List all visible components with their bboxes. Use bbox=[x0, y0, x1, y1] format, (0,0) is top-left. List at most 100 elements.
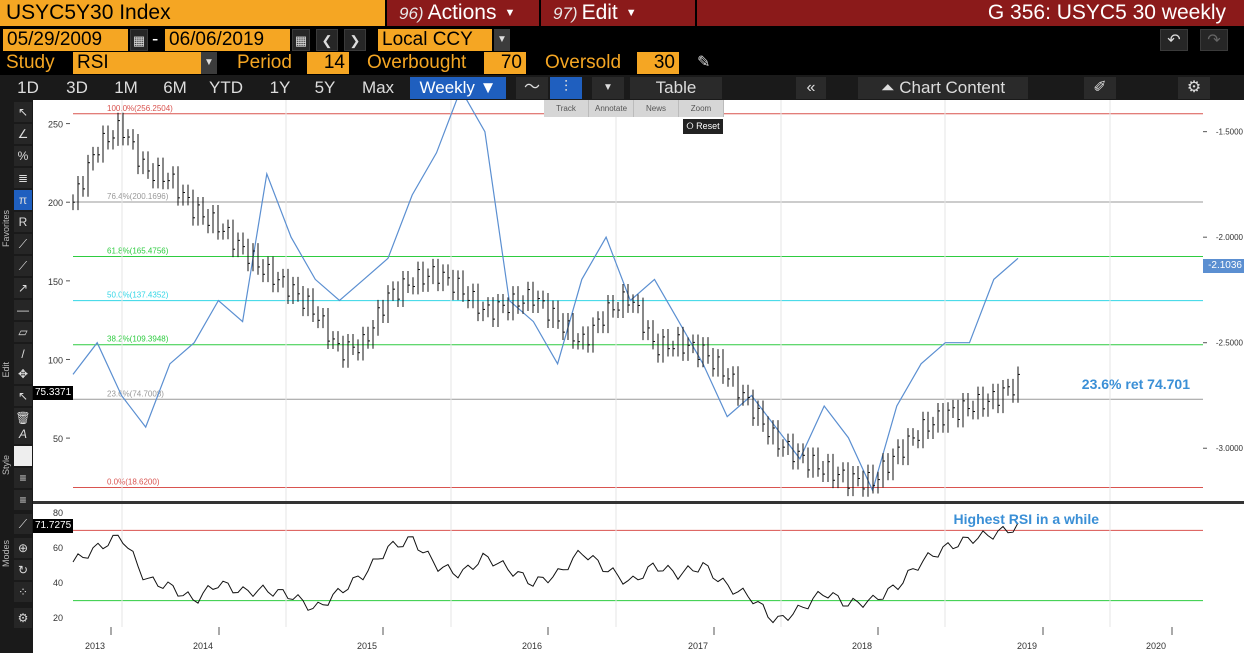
range-tab-1d[interactable]: 1D bbox=[17, 78, 39, 97]
start-date-field[interactable]: 05/29/2009 bbox=[3, 29, 128, 51]
y-left-tick: 150 bbox=[48, 277, 63, 287]
favorites-label: Favorites bbox=[1, 210, 11, 248]
edit-label: Edit bbox=[1, 362, 11, 378]
channel-tool-icon[interactable]: ▱ bbox=[14, 322, 32, 342]
edit-label: Edit bbox=[581, 1, 618, 24]
retracement-tool-icon[interactable]: π bbox=[14, 190, 32, 210]
rsi-right-axis bbox=[1203, 504, 1244, 627]
panel-separator[interactable] bbox=[33, 501, 1244, 504]
x-axis: 2013 2014 2015 2016 2017 2018 2019 2020 bbox=[33, 627, 1244, 653]
brush-icon[interactable]: / bbox=[14, 344, 32, 364]
move-icon[interactable]: ✥ bbox=[14, 364, 32, 384]
rsi-tool-icon[interactable]: R bbox=[14, 212, 32, 232]
range-tab-3d[interactable]: 3D bbox=[66, 78, 88, 97]
oversold-label: Oversold bbox=[545, 52, 622, 73]
overbought-label: Overbought bbox=[367, 52, 467, 73]
calendar-icon[interactable]: ▦ bbox=[292, 29, 310, 51]
x-tick-label: 2013 bbox=[85, 641, 105, 651]
period-input[interactable]: 14 bbox=[307, 52, 349, 74]
chevron-down-icon[interactable]: ▼ bbox=[592, 77, 624, 99]
fill-color-icon[interactable] bbox=[14, 446, 32, 466]
price-panel[interactable]: 250 200 150 100 50 100.0%(256.2504) 76.4%(200.… bbox=[33, 88, 1203, 501]
pointer-icon[interactable]: ↖ bbox=[14, 386, 32, 406]
fib-label: 50.0%(137.4352) bbox=[107, 291, 169, 300]
rsi-last-tag: 71.7275 bbox=[33, 519, 74, 533]
rsi-annotation: Highest RSI in a while bbox=[954, 511, 1100, 527]
overbought-input[interactable]: 70 bbox=[484, 52, 526, 74]
range-tab-ytd[interactable]: YTD bbox=[209, 78, 243, 97]
rsi-panel[interactable]: 80 60 40 20 Highest RSI in a while bbox=[33, 504, 1203, 627]
arrow-tool-icon[interactable]: ↗ bbox=[14, 278, 32, 298]
bar-chart-icon[interactable]: ⫶ bbox=[550, 77, 582, 99]
gear-icon[interactable]: ⚙ bbox=[1178, 77, 1210, 99]
mode-track[interactable]: Track bbox=[544, 100, 589, 117]
chart-content-button[interactable]: ⏶ Chart Content bbox=[858, 77, 1028, 99]
reset-button[interactable]: ⭘ Reset bbox=[683, 119, 723, 134]
crosshair-icon[interactable]: ⊕ bbox=[14, 538, 32, 558]
next-period-button[interactable]: ❯ bbox=[344, 29, 366, 51]
x-tick-label: 2016 bbox=[522, 641, 542, 651]
range-tab-max[interactable]: Max bbox=[361, 78, 395, 97]
trend-tool-icon[interactable]: ⟋ bbox=[14, 234, 32, 254]
currency-select[interactable]: Local CCY bbox=[378, 29, 492, 51]
cursor-icon[interactable]: ↖ bbox=[14, 102, 32, 122]
frequency-select[interactable]: Weekly ▼ bbox=[410, 77, 506, 99]
range-tab-1m[interactable]: 1M bbox=[114, 78, 138, 97]
period-label: Period bbox=[237, 52, 292, 73]
mode-annotate[interactable]: Annotate bbox=[589, 100, 634, 117]
prev-period-button[interactable]: ❮ bbox=[316, 29, 338, 51]
redo-icon[interactable]: ↷ bbox=[1200, 29, 1228, 51]
chevron-down-icon[interactable]: ▼ bbox=[201, 52, 217, 74]
study-select[interactable]: RSI bbox=[73, 52, 201, 74]
actions-menu-button[interactable]: 96) Actions ▼ bbox=[387, 0, 539, 26]
ray-tool-icon[interactable]: ⟋ bbox=[14, 256, 32, 276]
fib-label: 61.8%(165.4756) bbox=[107, 247, 169, 256]
horizontal-line-icon[interactable]: — bbox=[14, 300, 32, 320]
trash-icon[interactable]: 🗑 bbox=[14, 408, 32, 428]
range-tab-6m[interactable]: 6M bbox=[163, 78, 187, 97]
draw-mode-icon[interactable]: ⟋ bbox=[14, 514, 32, 534]
chevron-down-icon[interactable]: ▼ bbox=[494, 29, 510, 51]
reset-icon: ⭘ bbox=[686, 121, 697, 131]
line-tool-icon[interactable]: ∠ bbox=[14, 124, 32, 144]
palette-icon[interactable]: ⁘ bbox=[14, 582, 32, 602]
ticker-field[interactable]: USYC5Y30 Index bbox=[0, 0, 385, 26]
date-separator: - bbox=[152, 29, 159, 50]
rsi-y-tick: 20 bbox=[53, 613, 63, 623]
price-chart: 250 200 150 100 50 100.0%(256.2504) 76.4%(200.… bbox=[48, 88, 1203, 501]
fib-label: 100.0%(256.2504) bbox=[107, 104, 173, 113]
chevron-down-icon: ▼ bbox=[625, 7, 637, 19]
fib-tool-icon[interactable]: ≣ bbox=[14, 168, 32, 188]
right-axis-svg: -1.5000 -2.0000 -2.5000 -3.0000 bbox=[1203, 128, 1244, 453]
oversold-input[interactable]: 30 bbox=[637, 52, 679, 74]
pencil-icon[interactable]: ✎ bbox=[697, 54, 711, 71]
collapse-icon[interactable]: « bbox=[796, 77, 826, 99]
edit-menu-button[interactable]: 97) Edit ▼ bbox=[541, 0, 695, 26]
mode-zoom[interactable]: Zoom bbox=[679, 100, 724, 117]
edit-chart-icon[interactable]: ✐ bbox=[1084, 77, 1116, 99]
line-style-icon[interactable]: ≡ bbox=[14, 468, 32, 488]
calendar-icon[interactable]: ▦ bbox=[130, 29, 148, 51]
mode-news[interactable]: News bbox=[634, 100, 679, 117]
refresh-icon[interactable]: ↻ bbox=[14, 560, 32, 580]
study-label: Study bbox=[6, 52, 55, 73]
right-last-tag: -2.1036 bbox=[1203, 259, 1244, 273]
reset-label: Reset bbox=[696, 121, 720, 131]
line-width-icon[interactable]: ≡ bbox=[14, 490, 32, 510]
range-tab-1y[interactable]: 1Y bbox=[269, 78, 291, 97]
settings-icon[interactable]: ⚙ bbox=[14, 608, 32, 628]
y-left-tick: 100 bbox=[48, 355, 63, 365]
edit-number: 97) bbox=[553, 4, 578, 23]
end-date-field[interactable]: 06/06/2019 bbox=[165, 29, 290, 51]
y-right-tick: -3.0000 bbox=[1216, 444, 1244, 453]
undo-icon[interactable]: ↶ bbox=[1160, 29, 1188, 51]
line-chart-icon[interactable]: 〜 bbox=[516, 77, 548, 99]
actions-number: 96) bbox=[399, 4, 424, 23]
text-tool-icon[interactable]: A bbox=[14, 424, 32, 444]
rsi-line bbox=[72, 522, 1019, 624]
x-tick-label: 2014 bbox=[193, 641, 213, 651]
percent-tool-icon[interactable]: % bbox=[14, 146, 32, 166]
x-tick-label: 2018 bbox=[852, 641, 872, 651]
table-button[interactable]: Table bbox=[630, 77, 722, 99]
range-tab-5y[interactable]: 5Y bbox=[314, 78, 336, 97]
